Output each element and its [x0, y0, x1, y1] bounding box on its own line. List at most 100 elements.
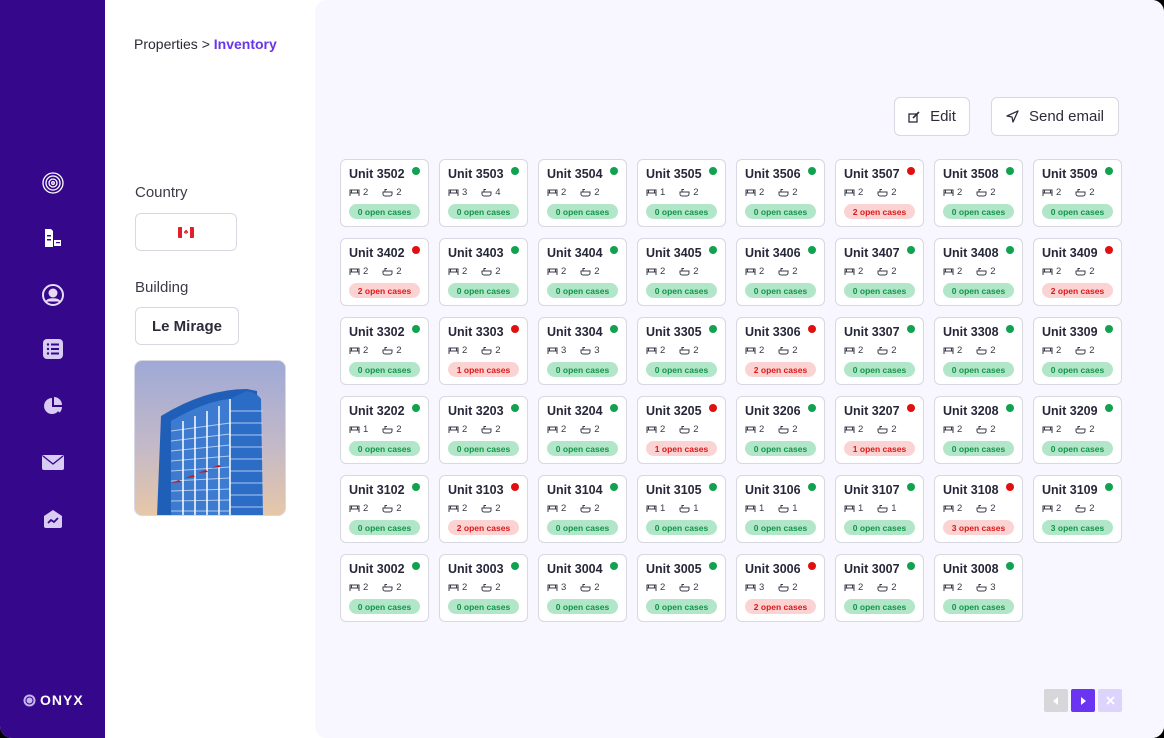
unit-card[interactable]: Unit 3107 1 1 0 open cases — [835, 475, 924, 543]
unit-card[interactable]: Unit 3005 2 2 0 open cases — [637, 554, 726, 622]
unit-card[interactable]: Unit 3205 2 2 1 open cases — [637, 396, 726, 464]
unit-name: Unit 3304 — [547, 325, 603, 339]
bath-icon — [382, 583, 393, 592]
breadcrumb-properties[interactable]: Properties — [134, 36, 198, 52]
bed-icon — [943, 267, 954, 276]
edit-button[interactable]: Edit — [894, 97, 970, 136]
status-dot — [412, 246, 420, 254]
unit-name: Unit 3502 — [349, 167, 405, 181]
user-circle-icon[interactable] — [40, 282, 66, 308]
list-icon[interactable] — [40, 336, 66, 362]
bed-icon — [745, 188, 756, 197]
send-email-button[interactable]: Send email — [991, 97, 1119, 136]
unit-card[interactable]: Unit 3002 2 2 0 open cases — [340, 554, 429, 622]
send-icon — [1006, 110, 1019, 123]
unit-card[interactable]: Unit 3003 2 2 0 open cases — [439, 554, 528, 622]
unit-card[interactable]: Unit 3108 2 2 3 open cases — [934, 475, 1023, 543]
unit-card[interactable]: Unit 3007 2 2 0 open cases — [835, 554, 924, 622]
unit-name: Unit 3007 — [844, 562, 900, 576]
unit-card[interactable]: Unit 3104 2 2 0 open cases — [538, 475, 627, 543]
unit-card[interactable]: Unit 3006 3 2 2 open cases — [736, 554, 825, 622]
unit-card[interactable]: Unit 3102 2 2 0 open cases — [340, 475, 429, 543]
bath-icon — [877, 267, 888, 276]
pie-chart-icon[interactable] — [40, 393, 66, 419]
status-dot — [709, 483, 717, 491]
previous-page-button[interactable] — [1044, 689, 1068, 712]
unit-card[interactable]: Unit 3303 2 2 1 open cases — [439, 317, 528, 385]
unit-card[interactable]: Unit 3504 2 2 0 open cases — [538, 159, 627, 227]
bed-icon — [844, 504, 855, 513]
unit-card[interactable]: Unit 3304 3 3 0 open cases — [538, 317, 627, 385]
open-cases-badge: 1 open cases — [844, 441, 915, 456]
unit-card[interactable]: Unit 3503 3 4 0 open cases — [439, 159, 528, 227]
unit-card[interactable]: Unit 3505 1 2 0 open cases — [637, 159, 726, 227]
unit-card[interactable]: Unit 3302 2 2 0 open cases — [340, 317, 429, 385]
unit-card[interactable]: Unit 3203 2 2 0 open cases — [439, 396, 528, 464]
status-dot — [1105, 325, 1113, 333]
unit-card[interactable]: Unit 3202 1 2 0 open cases — [340, 396, 429, 464]
unit-name: Unit 3307 — [844, 325, 900, 339]
buildings-icon[interactable] — [40, 225, 66, 251]
unit-card[interactable]: Unit 3106 1 1 0 open cases — [736, 475, 825, 543]
unit-card[interactable]: Unit 3502 2 2 0 open cases — [340, 159, 429, 227]
bed-count: 2 — [462, 424, 468, 435]
bath-icon — [1075, 188, 1086, 197]
fingerprint-icon[interactable] — [40, 170, 66, 196]
building-select[interactable]: Le Mirage — [135, 307, 239, 345]
open-cases-badge: 0 open cases — [547, 599, 618, 614]
unit-card[interactable]: Unit 3008 2 3 0 open cases — [934, 554, 1023, 622]
unit-card[interactable]: Unit 3305 2 2 0 open cases — [637, 317, 726, 385]
unit-card[interactable]: Unit 3206 2 2 0 open cases — [736, 396, 825, 464]
unit-card[interactable]: Unit 3409 2 2 2 open cases — [1033, 238, 1122, 306]
open-cases-badge: 2 open cases — [349, 283, 420, 298]
unit-card[interactable]: Unit 3309 2 2 0 open cases — [1033, 317, 1122, 385]
unit-card[interactable]: Unit 3509 2 2 0 open cases — [1033, 159, 1122, 227]
unit-card[interactable]: Unit 3209 2 2 0 open cases — [1033, 396, 1122, 464]
unit-card[interactable]: Unit 3506 2 2 0 open cases — [736, 159, 825, 227]
unit-card[interactable]: Unit 3402 2 2 2 open cases — [340, 238, 429, 306]
mail-icon[interactable] — [40, 449, 66, 475]
unit-card[interactable]: Unit 3403 2 2 0 open cases — [439, 238, 528, 306]
bath-count: 2 — [495, 424, 501, 435]
bed-count: 2 — [759, 345, 765, 356]
unit-card[interactable]: Unit 3204 2 2 0 open cases — [538, 396, 627, 464]
unit-name: Unit 3302 — [349, 325, 405, 339]
unit-card[interactable]: Unit 3404 2 2 0 open cases — [538, 238, 627, 306]
unit-card[interactable]: Unit 3507 2 2 2 open cases — [835, 159, 924, 227]
bed-count: 2 — [759, 187, 765, 198]
unit-card[interactable]: Unit 3407 2 2 0 open cases — [835, 238, 924, 306]
unit-card[interactable]: Unit 3109 2 2 3 open cases — [1033, 475, 1122, 543]
close-pagination-button[interactable] — [1098, 689, 1122, 712]
unit-card[interactable]: Unit 3508 2 2 0 open cases — [934, 159, 1023, 227]
bath-count: 2 — [495, 266, 501, 277]
unit-card[interactable]: Unit 3103 2 2 2 open cases — [439, 475, 528, 543]
unit-card[interactable]: Unit 3405 2 2 0 open cases — [637, 238, 726, 306]
open-cases-badge: 2 open cases — [745, 362, 816, 377]
bath-count: 2 — [594, 582, 600, 593]
status-dot — [412, 562, 420, 570]
unit-card[interactable]: Unit 3207 2 2 1 open cases — [835, 396, 924, 464]
bath-icon — [877, 346, 888, 355]
unit-card[interactable]: Unit 3105 1 1 0 open cases — [637, 475, 726, 543]
bath-icon — [481, 583, 492, 592]
unit-card[interactable]: Unit 3308 2 2 0 open cases — [934, 317, 1023, 385]
country-select[interactable]: ♣ — [135, 213, 237, 251]
unit-card[interactable]: Unit 3306 2 2 2 open cases — [736, 317, 825, 385]
unit-card[interactable]: Unit 3307 2 2 0 open cases — [835, 317, 924, 385]
trend-house-icon[interactable] — [40, 506, 66, 532]
bed-icon — [745, 425, 756, 434]
unit-card[interactable]: Unit 3408 2 2 0 open cases — [934, 238, 1023, 306]
unit-card[interactable]: Unit 3004 3 2 0 open cases — [538, 554, 627, 622]
unit-card[interactable]: Unit 3208 2 2 0 open cases — [934, 396, 1023, 464]
unit-card[interactable]: Unit 3406 2 2 0 open cases — [736, 238, 825, 306]
building-label: Building — [135, 279, 189, 296]
bath-icon — [679, 504, 690, 513]
next-page-button[interactable] — [1071, 689, 1095, 712]
status-dot — [709, 167, 717, 175]
